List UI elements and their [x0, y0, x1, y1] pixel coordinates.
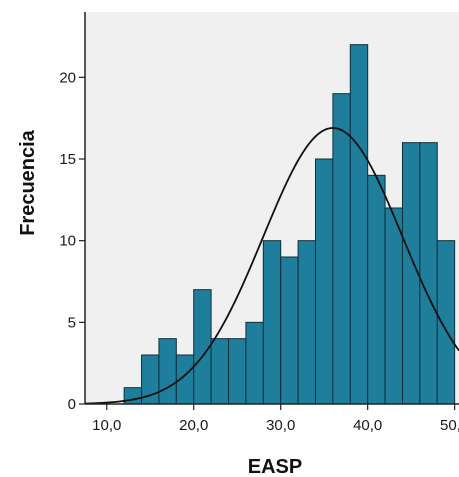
- histogram-bar-3: [158, 338, 177, 405]
- histogram-bar-18: [419, 142, 438, 405]
- histogram-bar-15: [367, 174, 386, 405]
- y-tick-label: 5: [68, 314, 76, 331]
- x-axis-title: EASP: [248, 456, 302, 477]
- x-tick-label: 40,0: [353, 417, 382, 434]
- x-axis-ticks: 10,0 20,0 30,0 40,0 50,0: [92, 404, 459, 434]
- histogram-bar-13: [332, 93, 351, 405]
- histogram-bar-6: [210, 338, 230, 405]
- x-tick-label: 20,0: [179, 417, 208, 434]
- x-tick-label: 50,0: [440, 417, 459, 434]
- histogram-bar-10: [280, 256, 299, 405]
- histogram-bar-7: [228, 338, 247, 405]
- x-tick-label: 10,0: [92, 417, 121, 434]
- histogram-bar-16: [384, 207, 403, 405]
- histogram-bar-19: [436, 240, 456, 405]
- histogram-bar-14: [349, 44, 369, 405]
- y-axis-title: Frecuencia: [17, 129, 39, 235]
- y-tick-label: 0: [68, 396, 76, 413]
- y-tick-label: 10: [59, 233, 76, 250]
- histogram-bar-11: [297, 240, 316, 405]
- x-tick-label: 30,0: [266, 417, 295, 434]
- y-tick-label: 15: [59, 151, 76, 168]
- y-axis-ticks: 0 5 10 15 20: [59, 69, 85, 413]
- normal-curve: [84, 127, 459, 405]
- y-tick-label: 20: [59, 69, 76, 86]
- histogram-bar-8: [245, 321, 264, 405]
- histogram-bar-12: [314, 158, 334, 405]
- histogram-bar-9: [262, 240, 282, 405]
- histogram-bar-1: [123, 387, 143, 405]
